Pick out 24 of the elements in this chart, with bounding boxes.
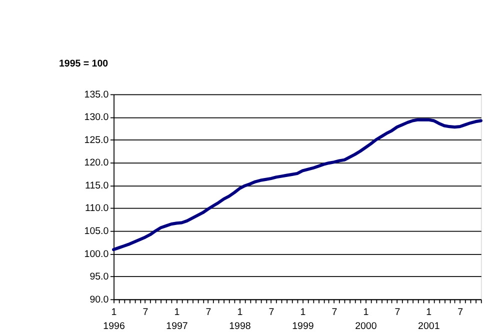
line-series — [112, 118, 482, 252]
y-tick-label: 135.0 — [84, 89, 110, 100]
y-tick-label: 90.0 — [90, 294, 110, 306]
x-tick-label: 7 — [332, 306, 338, 318]
x-tick-label: 1 1998 — [229, 306, 251, 332]
x-tick-label: 1 2000 — [355, 306, 378, 332]
y-tick-label: 120.0 — [84, 158, 110, 169]
y-tick-label: 130.0 — [84, 112, 110, 124]
y-axis-title: 1995 = 100 — [59, 58, 109, 70]
x-tick-label: 7 — [206, 306, 212, 318]
y-tick-label: 105.0 — [84, 226, 110, 238]
y-tick-label: 110.0 — [85, 203, 110, 214]
x-tick-label: 7 — [458, 306, 464, 318]
x-tick-label: 1 1996 — [103, 306, 125, 332]
x-tick-label: 7 — [394, 306, 400, 318]
y-tick-label: 115.0 — [85, 180, 110, 192]
x-tick-label: 1 2001 — [418, 306, 440, 332]
x-tick-label: 1 1999 — [292, 306, 314, 332]
x-tick-label: 7 — [268, 306, 274, 318]
x-tick-label: 1 1997 — [166, 306, 188, 332]
y-tick-label: 95.0 — [90, 272, 110, 283]
y-tick-label: 100.0 — [84, 248, 110, 260]
y-tick-label: 125.0 — [84, 134, 110, 146]
x-tick-label: 7 — [142, 306, 148, 318]
